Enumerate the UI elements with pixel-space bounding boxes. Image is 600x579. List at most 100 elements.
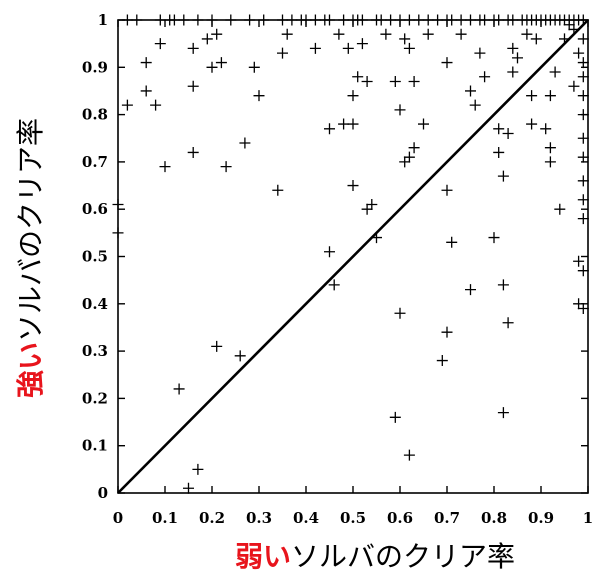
data-point <box>154 38 166 50</box>
x-tick-label: 0.5 <box>340 509 366 527</box>
data-point <box>577 213 589 225</box>
data-point <box>418 118 429 130</box>
data-point <box>441 184 453 196</box>
data-point <box>277 47 288 59</box>
data-point <box>422 28 434 40</box>
data-point <box>408 142 420 154</box>
data-point <box>540 123 552 135</box>
data-point <box>380 28 392 40</box>
data-point <box>239 137 251 149</box>
data-point <box>403 42 415 54</box>
data-point <box>544 90 556 102</box>
data-point <box>488 232 500 244</box>
data-point <box>507 66 519 78</box>
x-tick-label: 0.8 <box>481 509 507 527</box>
x-tick-label: 0.9 <box>528 509 554 527</box>
y-tick-label: 0.7 <box>82 153 108 171</box>
data-point <box>465 284 476 296</box>
x-axis-label-rest: ソルバのクリア率 <box>291 540 515 573</box>
data-point <box>253 90 265 102</box>
data-point <box>577 151 589 163</box>
data-point <box>554 203 566 215</box>
data-point <box>441 57 453 69</box>
data-point <box>497 170 509 182</box>
x-tick-label: 0.6 <box>387 509 413 527</box>
data-point <box>211 28 223 40</box>
x-tick-label: 0.7 <box>434 509 460 527</box>
data-point <box>526 118 538 130</box>
data-point <box>187 80 199 92</box>
data-point <box>248 61 260 73</box>
data-point <box>352 71 364 83</box>
y-tick-label: 0.8 <box>82 106 108 124</box>
x-tick-label: 0.1 <box>152 509 178 527</box>
data-point <box>211 340 223 352</box>
data-point <box>568 80 580 92</box>
data-point <box>446 236 458 248</box>
y-tick-label: 0.6 <box>82 200 108 218</box>
data-point <box>469 99 481 111</box>
y-axis-label-highlight: 強い <box>14 342 47 398</box>
data-point <box>338 118 350 130</box>
data-point <box>399 156 411 168</box>
data-point <box>493 146 505 158</box>
data-point <box>577 303 589 315</box>
data-point <box>187 42 199 54</box>
data-point <box>408 75 420 87</box>
data-point <box>333 28 345 40</box>
x-tick-label: 0.4 <box>293 509 319 527</box>
x-tick-label: 0 <box>113 509 123 527</box>
data-point <box>150 99 162 111</box>
data-point <box>577 132 589 144</box>
data-point <box>502 317 514 329</box>
data-point <box>573 298 585 310</box>
x-axis-label-highlight: 弱い <box>235 540 291 573</box>
data-point <box>544 142 556 154</box>
data-point <box>577 90 589 102</box>
data-point <box>366 198 378 210</box>
x-tick-labels: 0 0.1 0.2 0.3 0.4 0.5 0.6 0.7 0.8 0.9 1 <box>113 509 593 527</box>
data-point <box>497 279 509 291</box>
data-point <box>342 42 354 54</box>
data-point <box>507 42 519 54</box>
data-point <box>573 47 585 59</box>
data-point <box>234 350 246 362</box>
data-point <box>577 265 589 277</box>
data-point <box>324 246 335 258</box>
x-tick-label: 0.3 <box>246 509 272 527</box>
data-point <box>465 85 476 97</box>
x-tick-label: 1 <box>583 509 593 527</box>
y-tick-label: 1 <box>98 11 108 29</box>
data-point <box>502 128 514 140</box>
data-point <box>121 99 133 111</box>
data-point <box>577 71 589 83</box>
data-point <box>530 33 542 45</box>
data-point <box>356 38 368 50</box>
data-point <box>399 33 411 45</box>
y-axis-label: 強いソルバのクリア率 <box>14 118 47 398</box>
data-point <box>577 109 589 121</box>
data-point <box>436 355 448 367</box>
data-point <box>394 104 406 116</box>
x-axis-label: 弱いソルバのクリア率 <box>235 540 515 573</box>
data-point <box>403 151 415 163</box>
data-point <box>389 75 401 87</box>
y-tick-label: 0.4 <box>82 295 108 313</box>
data-point <box>544 156 556 168</box>
x-tick-label: 0.2 <box>199 509 225 527</box>
data-point <box>187 146 199 158</box>
data-point <box>281 28 293 40</box>
data-point <box>347 180 359 192</box>
y-tick-label: 0 <box>98 484 108 502</box>
data-point <box>201 33 213 45</box>
data-point <box>526 90 538 102</box>
data-point <box>493 123 505 135</box>
data-point <box>512 52 523 64</box>
data-point <box>577 194 589 206</box>
data-point <box>441 326 453 338</box>
data-point <box>328 279 340 291</box>
data-point <box>573 255 585 267</box>
data-points <box>112 14 589 494</box>
data-point <box>140 57 152 69</box>
